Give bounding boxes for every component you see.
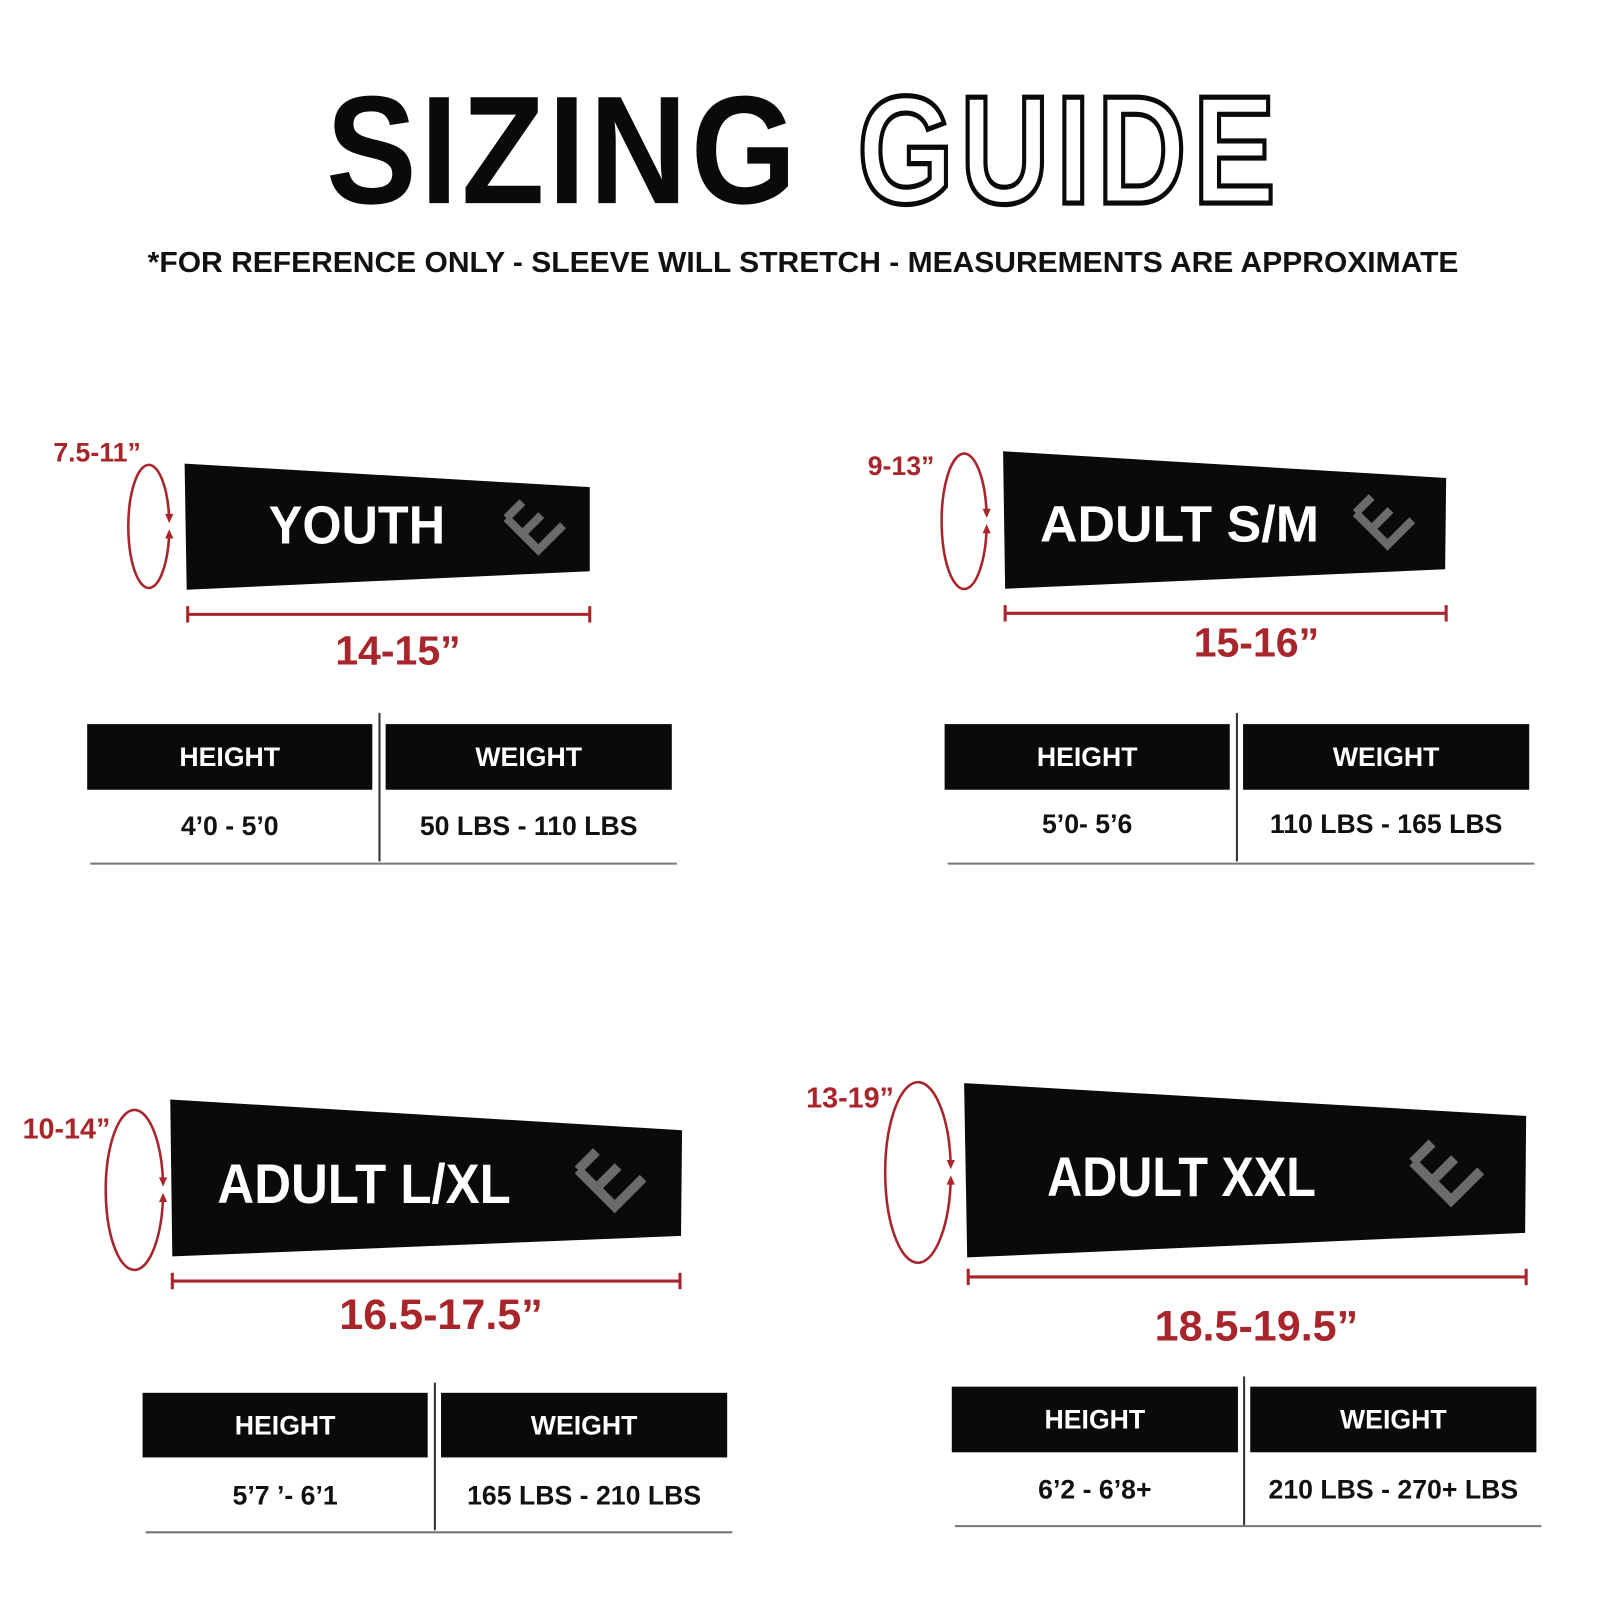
- arrow-up-icon: [158, 1192, 168, 1203]
- arrow-down-icon: [165, 513, 174, 524]
- arrow-down-icon: [158, 1177, 168, 1187]
- brand-e-logo-icon: [1352, 494, 1416, 551]
- size-panel: ADULT XXL 13-19” 18.5-19.5” HEIGHT WEIGHT 6’2…: [806, 1080, 1542, 1528]
- arrow-down-icon: [946, 1160, 955, 1170]
- weight-value: 165 LBS - 210 LBS: [467, 1481, 701, 1511]
- size-panel: YOUTH 7.5-11” 14-15” HEIGHT WEIGHT 4’0 - 5’0 5…: [53, 438, 677, 865]
- circumference-label: 13-19”: [806, 1083, 894, 1115]
- circumference-label: 10-14”: [23, 1113, 111, 1145]
- weight-value: 50 LBS - 110 LBS: [420, 811, 638, 841]
- circumference-label: 9-13”: [868, 451, 935, 481]
- title-bold: SIZING: [326, 64, 800, 236]
- height-header: HEIGHT: [235, 1410, 336, 1440]
- length-label: 15-16”: [1194, 619, 1319, 665]
- sleeve-shape: [170, 1099, 683, 1257]
- length-label: 14-15”: [335, 628, 460, 674]
- height-header: HEIGHT: [179, 742, 280, 772]
- subtitle: *FOR REFERENCE ONLY - SLEEVE WILL STRETC…: [148, 247, 1459, 279]
- length-label: 16.5-17.5”: [339, 1291, 543, 1339]
- weight-header: WEIGHT: [531, 1410, 638, 1440]
- height-value: 4’0 - 5’0: [181, 811, 279, 841]
- arrow-up-icon: [165, 529, 174, 539]
- height-value: 6’2 - 6’8+: [1038, 1474, 1151, 1504]
- sleeve-shape: [184, 463, 590, 590]
- sleeve-shape: [964, 1083, 1527, 1258]
- height-header: HEIGHT: [1037, 742, 1138, 772]
- size-panel: ADULT L/XL 10-14” 16.5-17.5” HEIGHT WEIGHT 5’…: [23, 1099, 733, 1534]
- size-name: ADULT XXL: [1047, 1146, 1316, 1208]
- size-name: ADULT S/M: [1040, 496, 1319, 553]
- weight-header: WEIGHT: [1340, 1405, 1447, 1435]
- title-outline: GUIDE: [857, 64, 1282, 236]
- weight-value: 210 LBS - 270+ LBS: [1269, 1474, 1519, 1504]
- circumference-ellipse: [940, 452, 988, 591]
- sleeve-shape: [1003, 451, 1447, 589]
- weight-value: 110 LBS - 165 LBS: [1270, 809, 1503, 839]
- brand-e-logo-icon: [1409, 1139, 1485, 1208]
- circumference-ellipse: [104, 1108, 165, 1272]
- height-header: HEIGHT: [1045, 1405, 1146, 1435]
- brand-e-logo-icon: [503, 499, 566, 556]
- circumference-label: 7.5-11”: [53, 438, 140, 468]
- height-header-cell: [87, 724, 373, 790]
- size-panel: ADULT S/M 9-13” 15-16” HEIGHT WEIGHT 5’0- 5’6…: [868, 451, 1535, 865]
- size-name: ADULT L/XL: [217, 1153, 510, 1215]
- brand-e-logo-icon: [574, 1148, 647, 1214]
- length-label: 18.5-19.5”: [1155, 1303, 1359, 1351]
- circumference-ellipse: [883, 1080, 953, 1264]
- size-name: YOUTH: [269, 497, 445, 556]
- weight-header-cell: [441, 1392, 728, 1458]
- height-header-cell: [142, 1392, 428, 1458]
- circumference-ellipse: [127, 463, 171, 590]
- height-header-cell: [944, 724, 1230, 790]
- height-value: 5’7 ’- 6’1: [233, 1481, 338, 1511]
- height-header-cell: [951, 1386, 1238, 1453]
- arrow-down-icon: [982, 508, 991, 518]
- arrow-up-icon: [982, 524, 991, 534]
- weight-header-cell: [1243, 724, 1530, 790]
- weight-header-cell: [385, 724, 672, 790]
- weight-header: WEIGHT: [1333, 742, 1440, 772]
- arrow-up-icon: [946, 1175, 955, 1185]
- weight-header: WEIGHT: [475, 742, 582, 772]
- height-value: 5’0- 5’6: [1042, 809, 1132, 839]
- weight-header-cell: [1250, 1386, 1537, 1453]
